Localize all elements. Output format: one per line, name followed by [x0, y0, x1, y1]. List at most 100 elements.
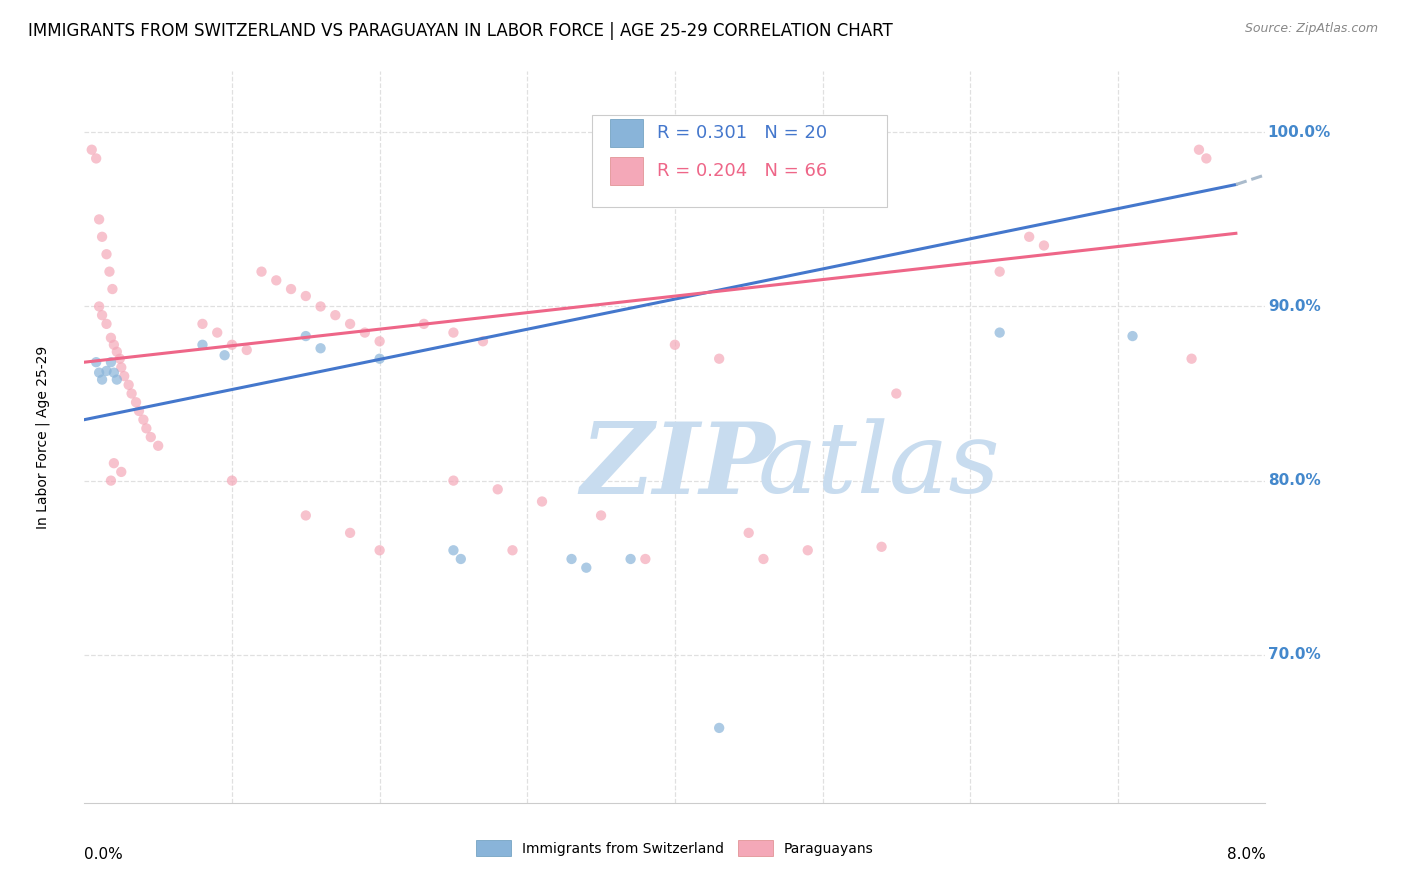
- Point: [96, 247, 118, 261]
- Text: Source: ZipAtlas.com: Source: ZipAtlas.com: [1244, 22, 1378, 36]
- Point: [191, 338, 214, 352]
- Point: [91, 229, 114, 244]
- Point: [125, 395, 148, 409]
- Point: [339, 317, 361, 331]
- Text: 100.0%: 100.0%: [1268, 125, 1331, 140]
- Bar: [610, 119, 643, 146]
- Point: [443, 474, 465, 488]
- Point: [752, 552, 775, 566]
- Text: 80.0%: 80.0%: [1268, 473, 1320, 488]
- Point: [1122, 329, 1144, 343]
- Point: [368, 351, 391, 366]
- Point: [634, 552, 657, 566]
- Text: ZIP: ZIP: [581, 418, 775, 515]
- Point: [1181, 351, 1204, 366]
- Point: [207, 326, 229, 340]
- Text: 90.0%: 90.0%: [1268, 299, 1320, 314]
- Point: [295, 329, 318, 343]
- Point: [110, 465, 132, 479]
- Point: [502, 543, 524, 558]
- Point: [100, 474, 122, 488]
- Point: [105, 344, 128, 359]
- Point: [112, 369, 135, 384]
- Point: [531, 494, 554, 508]
- Point: [91, 373, 114, 387]
- Point: [443, 543, 465, 558]
- Point: [84, 152, 107, 166]
- Point: [100, 331, 122, 345]
- Point: [709, 721, 731, 735]
- Legend: Immigrants from Switzerland, Paraguayans: Immigrants from Switzerland, Paraguayans: [471, 835, 879, 862]
- Point: [103, 456, 125, 470]
- Point: [191, 317, 214, 331]
- Point: [797, 543, 820, 558]
- Point: [110, 360, 132, 375]
- Point: [221, 338, 243, 352]
- Bar: [610, 157, 643, 185]
- Point: [988, 326, 1011, 340]
- Text: IMMIGRANTS FROM SWITZERLAND VS PARAGUAYAN IN LABOR FORCE | AGE 25-29 CORRELATION: IMMIGRANTS FROM SWITZERLAND VS PARAGUAYA…: [28, 22, 893, 40]
- Point: [988, 265, 1011, 279]
- Point: [368, 543, 391, 558]
- Point: [354, 326, 377, 340]
- Point: [295, 508, 318, 523]
- Point: [309, 341, 332, 355]
- Point: [450, 552, 472, 566]
- Point: [575, 560, 598, 574]
- Point: [135, 421, 157, 435]
- Point: [339, 525, 361, 540]
- Point: [486, 483, 509, 497]
- Point: [295, 289, 318, 303]
- Point: [235, 343, 259, 357]
- Point: [561, 552, 583, 566]
- Point: [214, 348, 236, 362]
- Point: [100, 355, 122, 369]
- Point: [80, 143, 103, 157]
- Point: [103, 338, 125, 352]
- Point: [118, 377, 141, 392]
- Point: [105, 373, 128, 387]
- Point: [870, 540, 893, 554]
- Point: [91, 308, 114, 322]
- Text: R = 0.204   N = 66: R = 0.204 N = 66: [657, 161, 827, 180]
- Point: [472, 334, 495, 349]
- Text: R = 0.301   N = 20: R = 0.301 N = 20: [657, 124, 827, 142]
- Point: [101, 282, 124, 296]
- Point: [103, 366, 125, 380]
- Point: [108, 351, 131, 366]
- Point: [264, 273, 288, 287]
- Point: [1033, 238, 1056, 252]
- Point: [443, 326, 465, 340]
- Text: In Labor Force | Age 25-29: In Labor Force | Age 25-29: [35, 345, 51, 529]
- Point: [148, 439, 170, 453]
- FancyBboxPatch shape: [592, 115, 887, 207]
- Point: [591, 508, 613, 523]
- Point: [1018, 229, 1040, 244]
- Point: [128, 404, 150, 418]
- Point: [98, 265, 121, 279]
- Point: [250, 265, 273, 279]
- Text: atlas: atlas: [758, 418, 1000, 514]
- Point: [121, 386, 143, 401]
- Point: [280, 282, 302, 296]
- Point: [221, 474, 243, 488]
- Point: [87, 212, 111, 227]
- Point: [738, 525, 761, 540]
- Point: [84, 355, 107, 369]
- Point: [368, 334, 391, 349]
- Point: [709, 351, 731, 366]
- Point: [413, 317, 436, 331]
- Text: 8.0%: 8.0%: [1226, 847, 1265, 862]
- Point: [309, 300, 332, 314]
- Point: [139, 430, 162, 444]
- Text: 70.0%: 70.0%: [1268, 648, 1320, 662]
- Point: [1188, 143, 1211, 157]
- Point: [87, 300, 111, 314]
- Point: [325, 308, 347, 322]
- Point: [1195, 152, 1218, 166]
- Point: [96, 317, 118, 331]
- Point: [886, 386, 908, 401]
- Point: [619, 552, 641, 566]
- Point: [664, 338, 686, 352]
- Point: [132, 412, 155, 426]
